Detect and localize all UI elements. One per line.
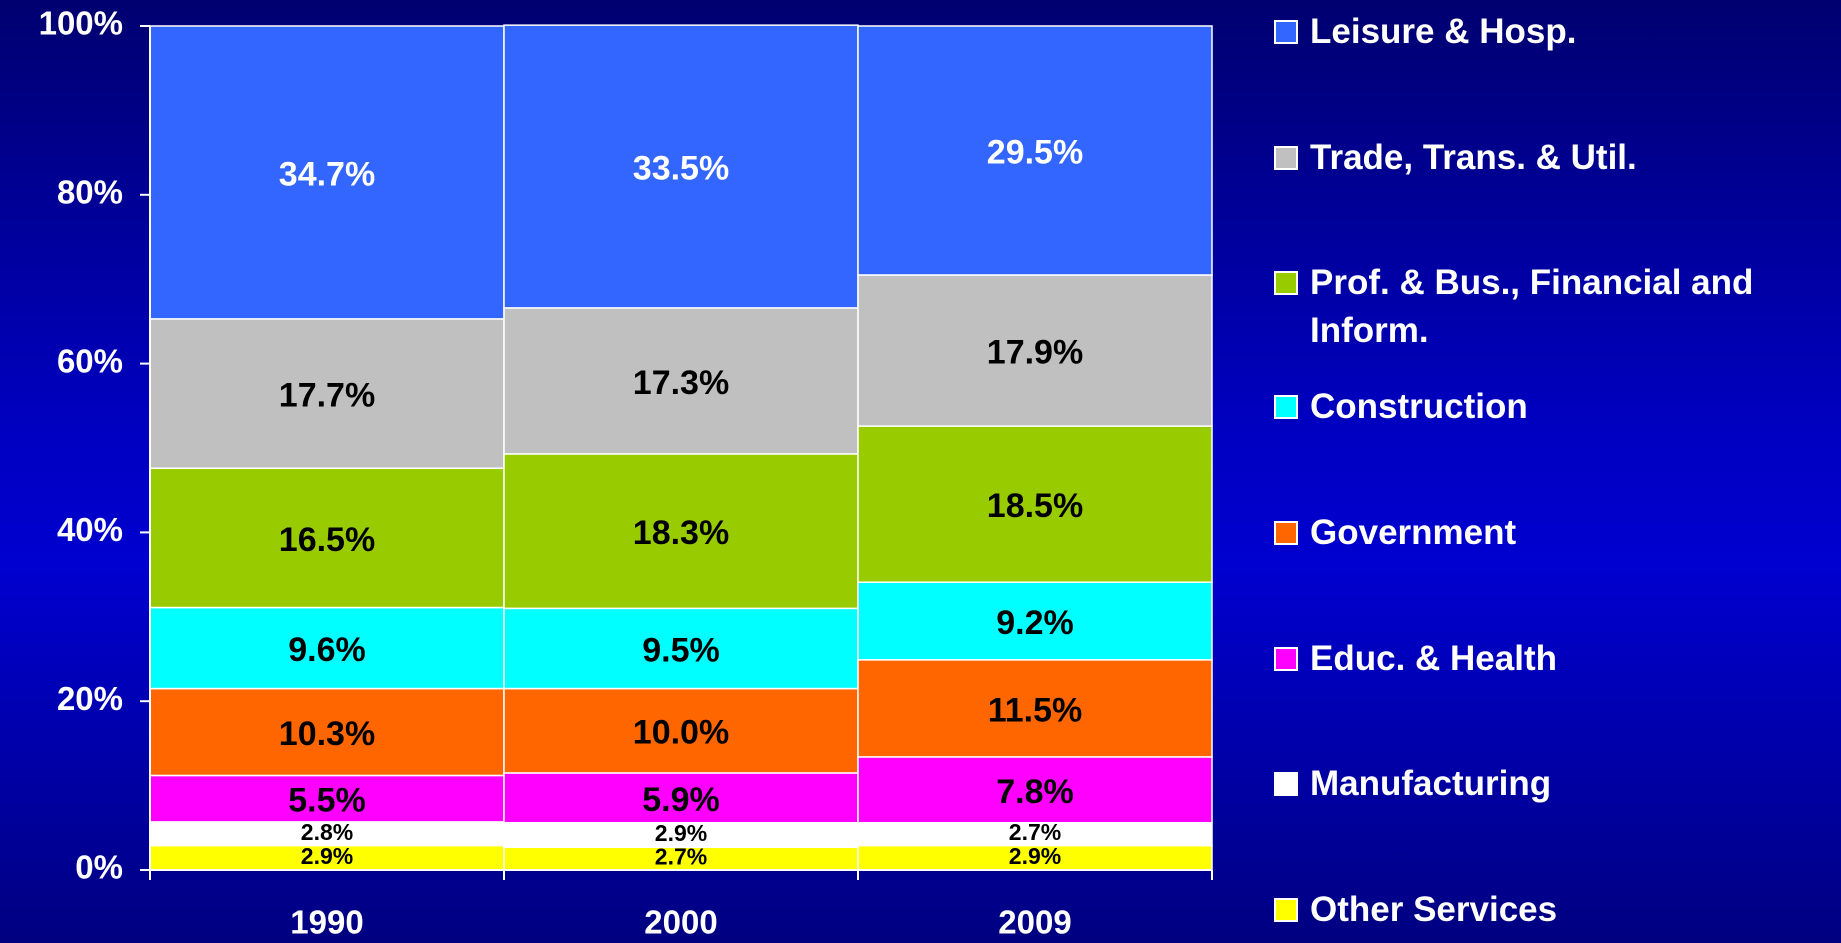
legend-label: Leisure & Hosp. xyxy=(1310,12,1577,51)
bar-segment xyxy=(503,607,859,690)
data-label: 17.9% xyxy=(987,334,1083,372)
x-tick-label: 2009 xyxy=(998,904,1071,941)
data-label: 2.9% xyxy=(1009,843,1061,869)
bar-segment xyxy=(857,581,1213,661)
bar-segment xyxy=(503,24,859,309)
data-label: 2.9% xyxy=(655,820,707,846)
data-label: 18.5% xyxy=(987,487,1083,525)
bar-segment xyxy=(857,756,1213,824)
legend-label: Trade, Trans. & Util. xyxy=(1310,138,1637,177)
data-label: 9.2% xyxy=(996,604,1074,642)
data-label: 5.5% xyxy=(288,782,366,820)
legend-item: Government xyxy=(1274,509,1834,557)
bar-segment xyxy=(857,425,1213,583)
data-label: 2.9% xyxy=(301,843,353,869)
y-tick-label: 100% xyxy=(39,5,123,42)
legend-swatch xyxy=(1274,146,1298,170)
data-label: 16.5% xyxy=(279,521,375,559)
y-tick-label: 20% xyxy=(57,680,123,717)
data-label: 9.5% xyxy=(642,631,720,669)
legend-item: Educ. & Health xyxy=(1274,635,1834,683)
y-tick-label: 40% xyxy=(57,511,123,548)
data-label: 10.3% xyxy=(279,715,375,753)
data-label: 29.5% xyxy=(987,133,1083,171)
legend-item: Prof. & Bus., Financial and Inform. xyxy=(1274,259,1834,355)
legend-swatch xyxy=(1274,395,1298,419)
y-tick-label: 60% xyxy=(57,342,123,379)
bar-segment xyxy=(149,606,505,690)
legend-swatch xyxy=(1274,772,1298,796)
y-tick-label: 0% xyxy=(75,849,123,886)
bar-segment xyxy=(149,25,505,320)
legend-label: Other Services xyxy=(1310,890,1558,929)
bar-segment xyxy=(503,307,859,455)
legend-label: Government xyxy=(1310,513,1517,552)
legend-item: Other Services xyxy=(1274,886,1834,934)
legend-swatch xyxy=(1274,898,1298,922)
legend-label: Prof. & Bus., Financial and Inform. xyxy=(1310,263,1754,350)
data-label: 34.7% xyxy=(279,155,375,193)
data-label: 10.0% xyxy=(633,714,729,752)
data-label: 17.3% xyxy=(633,364,729,402)
x-tick-label: 2000 xyxy=(644,904,717,941)
legend-swatch xyxy=(1274,647,1298,671)
bar-segment xyxy=(503,453,859,610)
data-label: 5.9% xyxy=(642,781,720,819)
bar-segment xyxy=(857,25,1213,276)
data-label: 11.5% xyxy=(988,691,1083,729)
data-label: 9.6% xyxy=(288,631,366,669)
legend-label: Educ. & Health xyxy=(1310,639,1557,678)
data-label: 7.8% xyxy=(996,773,1074,811)
y-tick-label: 80% xyxy=(57,174,123,211)
bar-segment xyxy=(503,687,859,774)
data-label: 17.7% xyxy=(279,377,375,415)
legend-swatch xyxy=(1274,521,1298,545)
legend-label: Construction xyxy=(1310,387,1528,426)
legend-swatch xyxy=(1274,20,1298,44)
legend-item: Leisure & Hosp. xyxy=(1274,8,1834,56)
data-label: 2.7% xyxy=(1009,819,1061,845)
x-tick-label: 1990 xyxy=(290,904,363,941)
data-label: 2.7% xyxy=(655,844,707,870)
data-label: 2.8% xyxy=(301,819,353,845)
data-label: 18.3% xyxy=(633,514,729,552)
bar-segment xyxy=(149,318,505,470)
data-label: 33.5% xyxy=(633,150,729,188)
legend-item: Construction xyxy=(1274,383,1834,431)
legend-swatch xyxy=(1274,271,1298,295)
bar-segment xyxy=(503,772,859,824)
legend-label: Manufacturing xyxy=(1310,764,1552,803)
legend-item: Manufacturing xyxy=(1274,760,1834,808)
legend-item: Trade, Trans. & Util. xyxy=(1274,134,1834,182)
